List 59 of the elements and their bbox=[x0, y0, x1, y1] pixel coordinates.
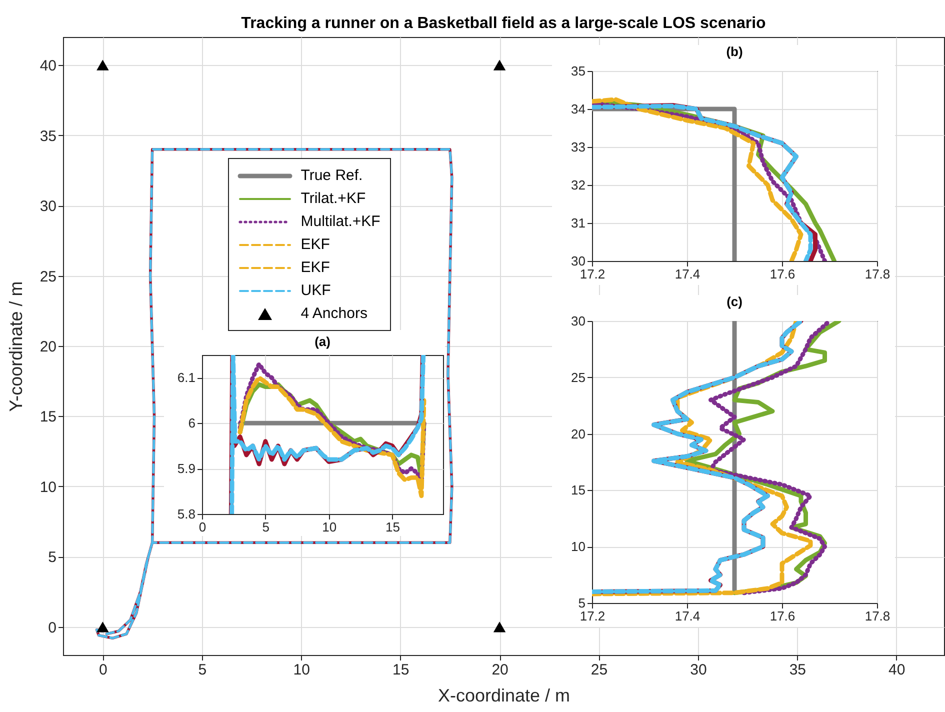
legend-label: EKF bbox=[300, 259, 330, 276]
x-tick-label: 15 bbox=[392, 662, 410, 678]
y-tick-label: 30 bbox=[571, 314, 586, 328]
y-tick-label: 40 bbox=[40, 58, 56, 75]
chart-title: (a) bbox=[314, 334, 330, 349]
x-tick-label: 15 bbox=[386, 520, 400, 534]
y-tick-label: 34 bbox=[571, 102, 586, 116]
legend-label: UKF bbox=[300, 282, 331, 300]
x-tick-label: 17.2 bbox=[580, 266, 606, 282]
legend-label: Trilat.+KF bbox=[300, 190, 366, 208]
legend-label: Multilat.+KF bbox=[300, 213, 380, 230]
y-tick-label: 30 bbox=[571, 254, 586, 268]
y-tick-label: 5 bbox=[48, 549, 56, 566]
x-tick-label: 35 bbox=[789, 662, 806, 678]
x-tick-label: 10 bbox=[293, 662, 310, 678]
y-tick-label: 5.9 bbox=[177, 461, 196, 476]
x-tick-label: 17.6 bbox=[770, 266, 796, 282]
y-tick-label: 20 bbox=[40, 338, 56, 356]
x-tick-label: 17.2 bbox=[580, 608, 606, 624]
y-tick-label: 33 bbox=[571, 140, 586, 154]
y-tick-label: 5 bbox=[578, 596, 586, 610]
y-tick-label: 25 bbox=[571, 370, 586, 385]
y-tick-label: 32 bbox=[571, 178, 586, 192]
x-tick-label: 25 bbox=[590, 662, 608, 678]
y-tick-label: 30 bbox=[40, 198, 56, 216]
y-tick-label: 10 bbox=[40, 478, 56, 496]
y-tick-label: 5.8 bbox=[177, 506, 196, 522]
y-tick-label: 20 bbox=[571, 426, 586, 442]
x-tick-label: 17.6 bbox=[770, 608, 796, 624]
x-tick-label: 17.4 bbox=[674, 608, 700, 624]
y-tick-label: 15 bbox=[40, 408, 56, 426]
y-tick-label: 15 bbox=[571, 482, 586, 498]
x-tick-label: 20 bbox=[492, 662, 508, 678]
chart-title: (c) bbox=[726, 294, 742, 309]
x-tick-label: 5 bbox=[262, 520, 270, 534]
y-tick-label: 35 bbox=[571, 64, 586, 78]
y-tick-label: 35 bbox=[40, 128, 56, 145]
y-axis-title: Y-coordinate / m bbox=[6, 281, 26, 412]
line-series bbox=[708, 321, 832, 596]
chart-title: (b) bbox=[726, 44, 743, 59]
y-tick-label: 31 bbox=[571, 216, 586, 230]
y-tick-label: 10 bbox=[571, 539, 586, 554]
line-series bbox=[238, 375, 426, 498]
chart-title: Tracking a runner on a Basketball field as a large-scale LOS scenario bbox=[241, 15, 766, 32]
x-tick-label: 17.8 bbox=[864, 608, 890, 624]
x-tick-label: 0 bbox=[198, 520, 206, 534]
y-tick-label: 6 bbox=[188, 416, 196, 431]
x-tick-label: 0 bbox=[99, 662, 108, 678]
x-tick-label: 10 bbox=[322, 520, 337, 534]
y-tick-label: 6.1 bbox=[177, 370, 196, 386]
legend-label: True Ref. bbox=[300, 167, 363, 184]
x-tick-label: 5 bbox=[198, 662, 207, 678]
x-axis-title: X-coordinate / m bbox=[438, 686, 570, 706]
x-tick-label: 40 bbox=[888, 662, 906, 678]
legend-label: 4 Anchors bbox=[300, 305, 368, 322]
x-tick-label: 17.4 bbox=[674, 266, 700, 282]
x-tick-label: 30 bbox=[690, 662, 707, 678]
legend-label: EKF bbox=[300, 236, 330, 254]
x-tick-label: 17.8 bbox=[864, 266, 890, 282]
